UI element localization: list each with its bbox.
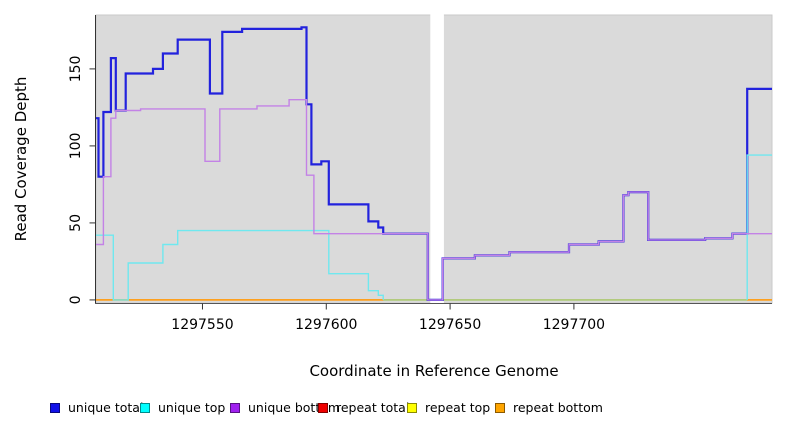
legend-swatch-repeat-top — [407, 403, 417, 413]
legend-label: unique top — [158, 400, 226, 415]
legend-swatch-repeat-total — [318, 403, 328, 413]
legend-label: unique bottom — [248, 400, 341, 415]
legend-swatch-unique-top — [140, 403, 150, 413]
x-tick-label: 1297550 — [171, 317, 233, 333]
legend-swatch-repeat-bottom — [495, 403, 505, 413]
legend-swatch-unique-total — [50, 403, 60, 413]
legend-swatch-unique-bottom — [230, 403, 240, 413]
legend-item-repeat-top: repeat top — [407, 399, 490, 417]
legend-item-unique-top: unique top — [140, 399, 225, 417]
legend-label: repeat top — [425, 400, 491, 415]
series-unique-top-line — [96, 229, 384, 301]
x-tick-label: 1297650 — [419, 317, 481, 333]
x-tick-label: 1297700 — [543, 317, 605, 333]
series-unique-bottom-line — [96, 99, 772, 301]
legend-item-unique-total: unique total — [50, 399, 143, 417]
missing-data-gap-band — [430, 14, 444, 304]
legend-item-repeat-bottom: repeat bottom — [495, 399, 603, 417]
y-tick-label: 150 — [68, 56, 84, 83]
y-tick-label: 0 — [68, 295, 84, 304]
series-unique-top-line — [746, 154, 772, 300]
x-axis-title: Coordinate in Reference Genome — [309, 362, 559, 380]
legend-label: repeat bottom — [513, 400, 603, 415]
y-tick-label: 50 — [68, 214, 84, 232]
legend: unique total unique top unique bottom repea… — [0, 399, 792, 421]
legend-item-repeat-total: repeat total — [318, 399, 409, 417]
y-tick-label: 100 — [68, 133, 84, 160]
y-axis-title: Read Coverage Depth — [12, 76, 30, 242]
legend-label: unique total — [68, 400, 144, 415]
legend-label: repeat total — [336, 400, 410, 415]
legend-item-unique-bottom: unique bottom — [230, 399, 340, 417]
x-tick-label: 1297600 — [295, 317, 357, 333]
